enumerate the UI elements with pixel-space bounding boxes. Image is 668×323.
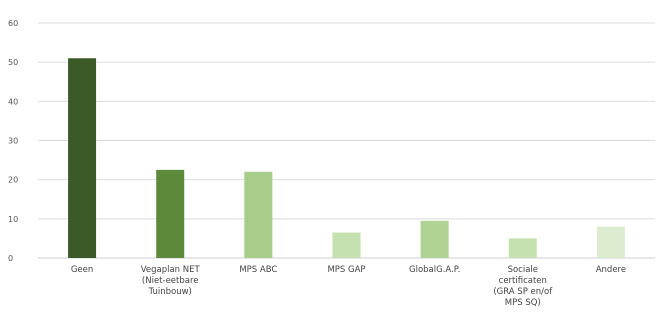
y-tick-label: 10 xyxy=(8,215,18,224)
bar-6 xyxy=(596,226,625,258)
bar-5 xyxy=(508,238,537,258)
y-tick-label: 50 xyxy=(8,58,18,67)
category-label: Vegaplan NET (Niet-eetbare Tuinbouw) xyxy=(141,265,201,297)
bar-3 xyxy=(332,232,361,258)
y-tick-label: 40 xyxy=(8,97,18,106)
category-label: Geen xyxy=(71,265,93,275)
category-label: GlobalG.A.P. xyxy=(409,265,460,275)
category-label: MPS GAP xyxy=(327,265,365,275)
y-tick-label: 30 xyxy=(8,137,18,146)
category-label: Andere xyxy=(596,265,626,275)
y-tick-label: 20 xyxy=(8,176,18,185)
bar-1 xyxy=(156,169,185,258)
gridlines xyxy=(38,22,655,259)
y-tick-label: 60 xyxy=(8,19,18,28)
category-label: MPS ABC xyxy=(239,265,277,275)
bar-0 xyxy=(68,58,97,258)
bar-2 xyxy=(244,171,273,258)
bars xyxy=(68,58,625,258)
bar-4 xyxy=(420,220,449,258)
y-tick-label: 0 xyxy=(8,254,13,263)
category-label: Sociale certificaten (GRA SP en/of MPS SQ) xyxy=(493,265,553,308)
x-axis-category-labels: Geen Vegaplan NET (Niet-eetbare Tuinbouw) MP… xyxy=(71,265,626,308)
y-axis-tick-labels: 0 10 20 30 40 50 60 xyxy=(8,19,18,263)
